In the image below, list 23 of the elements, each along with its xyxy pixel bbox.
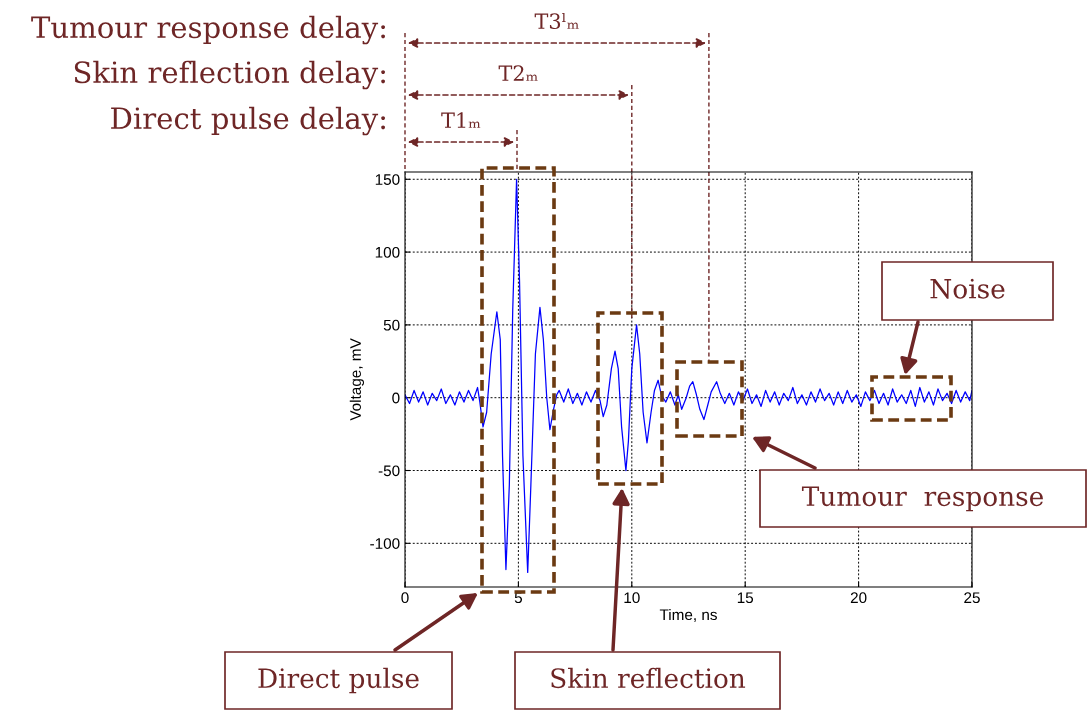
text: Skin reflection delay: <box>74 60 385 90</box>
x-tick-label: 10 <box>624 592 640 604</box>
text: Direct pulse delay: <box>111 106 385 136</box>
y-tick-label: 100 <box>375 246 400 258</box>
ref-line-label: T2ₘ <box>498 65 538 81</box>
x-axis-title: Time, ns <box>659 608 717 622</box>
ref-line-label: T3ˡₘ <box>534 13 579 30</box>
annotation: Tumour response <box>801 486 1043 512</box>
x-tick-label: 0 <box>401 592 409 604</box>
y-tick-label: -50 <box>378 465 400 477</box>
y-tick-label: 0 <box>392 392 400 404</box>
x-tick-label: 20 <box>850 592 867 604</box>
text: T1ₘ <box>441 112 481 128</box>
y-axis-title: Voltage, mV <box>349 338 365 421</box>
y-tick-label: 150 <box>375 174 400 185</box>
text: Skin reflection <box>551 667 746 689</box>
text: Tumour response delay: <box>31 15 385 45</box>
y-tick-label: 50 <box>383 319 400 331</box>
y-tick-label: -100 <box>370 538 400 549</box>
x-tick-label: 15 <box>737 592 754 604</box>
x-tick-label: 25 <box>964 592 980 604</box>
annotation: Noise <box>930 278 1005 299</box>
text: Direct pulse <box>258 667 419 694</box>
